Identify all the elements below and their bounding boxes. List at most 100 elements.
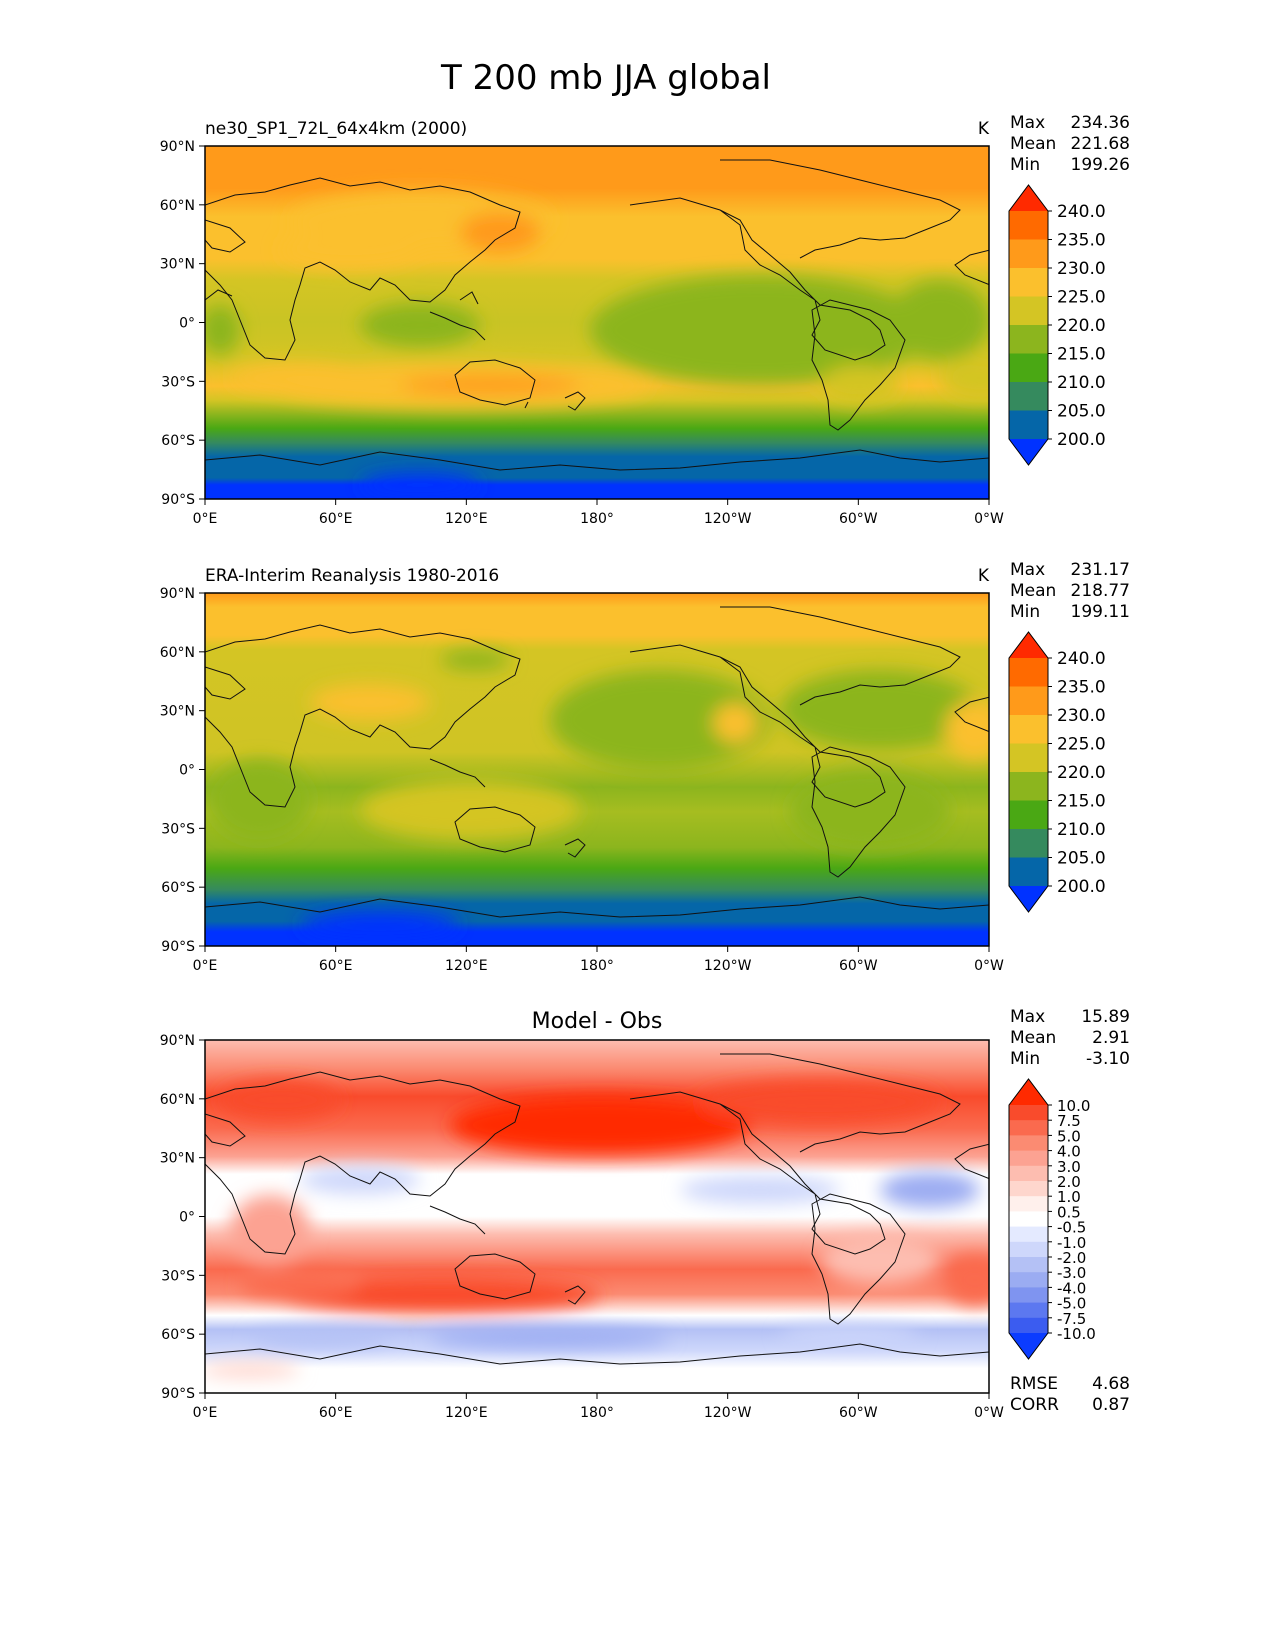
colorbar-tick-label: 1.0 bbox=[1057, 1188, 1081, 1206]
panel-model: ne30_SP1_72L_64x4km (2000) K bbox=[160, 113, 1130, 527]
panel-units: K bbox=[978, 119, 990, 139]
colorbar-segment bbox=[1009, 1181, 1048, 1197]
colorbar-tick-label: 225.0 bbox=[1057, 735, 1106, 755]
colorbar-extend-min bbox=[1009, 1333, 1048, 1359]
colorbar-segment bbox=[1009, 1165, 1048, 1182]
colorbar-segment bbox=[1009, 1120, 1048, 1136]
colorbar-segment bbox=[1009, 800, 1048, 830]
colorbar-tick-label: 0.5 bbox=[1057, 1203, 1081, 1221]
lat-tick-label: 0° bbox=[179, 316, 195, 332]
lat-tick-label: 30°S bbox=[161, 1268, 195, 1284]
colorbar-segment bbox=[1009, 268, 1048, 297]
stat-rmse-label: RMSE bbox=[1010, 1374, 1058, 1394]
stat-max-value: 15.89 bbox=[1081, 1007, 1130, 1027]
lon-tick-label: 60°W bbox=[839, 958, 878, 974]
lon-tick-label: 120°W bbox=[704, 958, 752, 974]
longitude-axis: 0°E 60°E 120°E 180° 120°W 60°W 0°W bbox=[193, 499, 1004, 527]
lat-tick-label: 90°S bbox=[161, 492, 195, 508]
colorbar-tick-label: -0.5 bbox=[1057, 1219, 1086, 1237]
colorbar-segment bbox=[1009, 772, 1048, 801]
colorbar-segment bbox=[1009, 686, 1048, 716]
panel-title: ne30_SP1_72L_64x4km (2000) bbox=[205, 119, 467, 139]
panel-difference: Model - Obs bbox=[160, 1007, 1130, 1421]
colorbar-tick-label: 200.0 bbox=[1057, 430, 1106, 450]
lon-tick-label: 0°E bbox=[193, 1405, 218, 1421]
colorbar-segment bbox=[1009, 857, 1048, 887]
coastlines bbox=[205, 1053, 989, 1365]
stat-corr-value: 0.87 bbox=[1092, 1395, 1130, 1415]
lat-tick-label: 30°S bbox=[161, 821, 195, 837]
colorbar-tick-label: 235.0 bbox=[1057, 678, 1106, 698]
colorbar: 240.0 235.0 230.0 225.0 220.0 215.0 210.0 205.0… bbox=[1008, 184, 1106, 466]
colorbar-segment bbox=[1009, 211, 1048, 240]
panel-title: ERA-Interim Reanalysis 1980-2016 bbox=[205, 566, 499, 586]
colorbar-tick-label: -2.0 bbox=[1057, 1249, 1086, 1267]
colorbar-segment bbox=[1009, 296, 1048, 326]
latitude-axis: 90°N 60°N 30°N 0° 30°S 60°S 90°S bbox=[160, 586, 205, 955]
stat-corr-label: CORR bbox=[1010, 1395, 1059, 1415]
lat-tick-label: 90°N bbox=[160, 586, 195, 602]
lon-tick-label: 60°W bbox=[839, 1405, 878, 1421]
stat-mean-value: 2.91 bbox=[1092, 1028, 1130, 1048]
panel-obs: ERA-Interim Reanalysis 1980-2016 K bbox=[160, 560, 1130, 974]
longitude-axis: 0°E 60°E 120°E 180° 120°W 60°W 0°W bbox=[193, 1393, 1004, 1421]
colorbar-tick-label: 235.0 bbox=[1057, 231, 1106, 251]
stat-max-label: Max bbox=[1010, 1007, 1045, 1027]
lon-tick-label: 0°W bbox=[974, 511, 1004, 527]
figure-title: T 200 mb JJA global bbox=[440, 58, 771, 98]
colorbar: 10.07.55.04.03.02.01.00.5-0.5-1.0-2.0-3.… bbox=[1008, 1078, 1096, 1360]
map-field bbox=[205, 146, 989, 499]
colorbar-segment bbox=[1009, 410, 1048, 440]
colorbar-tick-label: 10.0 bbox=[1057, 1097, 1090, 1115]
colorbar-tick-label: 5.0 bbox=[1057, 1127, 1081, 1145]
lon-tick-label: 60°E bbox=[319, 1405, 353, 1421]
longitude-axis: 0°E 60°E 120°E 180° 120°W 60°W 0°W bbox=[193, 946, 1004, 974]
colorbar-extend-max bbox=[1009, 1079, 1048, 1105]
stat-mean-value: 218.77 bbox=[1071, 581, 1130, 601]
stat-mean-label: Mean bbox=[1010, 134, 1056, 154]
colorbar-tick-label: 240.0 bbox=[1057, 649, 1106, 669]
colorbar-segment bbox=[1009, 743, 1048, 773]
colorbar-segment bbox=[1009, 1287, 1048, 1304]
colorbar-tick-label: 215.0 bbox=[1057, 792, 1106, 812]
lat-tick-label: 30°N bbox=[160, 257, 195, 273]
colorbar-segment bbox=[1009, 1302, 1048, 1319]
colorbar-segment bbox=[1009, 658, 1048, 687]
stat-min-value: 199.11 bbox=[1071, 602, 1130, 622]
stats-block: Max 231.17 Mean 218.77 Min 199.11 bbox=[1010, 560, 1130, 622]
colorbar-tick-label: -7.5 bbox=[1057, 1310, 1086, 1328]
lat-tick-label: 60°N bbox=[160, 645, 195, 661]
colorbar-tick-label: 220.0 bbox=[1057, 316, 1106, 336]
stats-block: Max 15.89 Mean 2.91 Min -3.10 RMSE 4.68 … bbox=[1010, 1007, 1130, 1415]
colorbar-tick-label: -10.0 bbox=[1057, 1325, 1096, 1343]
colorbar-segment bbox=[1009, 239, 1048, 269]
colorbar-segment bbox=[1009, 1196, 1048, 1212]
colorbar-tick-label: -3.0 bbox=[1057, 1264, 1086, 1282]
colorbar-segment bbox=[1009, 1317, 1048, 1334]
colorbar-tick-label: 210.0 bbox=[1057, 373, 1106, 393]
lon-tick-label: 180° bbox=[580, 1405, 614, 1421]
map-field bbox=[205, 593, 989, 946]
stat-rmse-value: 4.68 bbox=[1092, 1374, 1130, 1394]
colorbar-tick-label: 200.0 bbox=[1057, 877, 1106, 897]
colorbar-tick-label: -1.0 bbox=[1057, 1234, 1086, 1252]
lon-tick-label: 0°E bbox=[193, 958, 218, 974]
stat-mean-label: Mean bbox=[1010, 1028, 1056, 1048]
stat-max-label: Max bbox=[1010, 560, 1045, 580]
colorbar-segment bbox=[1009, 1226, 1048, 1243]
lat-tick-label: 60°N bbox=[160, 198, 195, 214]
lat-tick-label: 30°N bbox=[160, 704, 195, 720]
colorbar-tick-label: 225.0 bbox=[1057, 288, 1106, 308]
colorbar-segment bbox=[1009, 715, 1048, 744]
colorbar-tick-label: 230.0 bbox=[1057, 259, 1106, 279]
lon-tick-label: 120°W bbox=[704, 511, 752, 527]
colorbar-segment bbox=[1009, 1105, 1048, 1121]
stat-max-label: Max bbox=[1010, 113, 1045, 133]
stat-mean-label: Mean bbox=[1010, 581, 1056, 601]
colorbar-tick-label: -4.0 bbox=[1057, 1279, 1086, 1297]
colorbar-tick-label: 3.0 bbox=[1057, 1158, 1081, 1176]
stat-min-value: 199.26 bbox=[1071, 155, 1130, 175]
lat-tick-label: 0° bbox=[179, 1210, 195, 1226]
lat-tick-label: 60°N bbox=[160, 1092, 195, 1108]
colorbar-segment bbox=[1009, 1257, 1048, 1273]
